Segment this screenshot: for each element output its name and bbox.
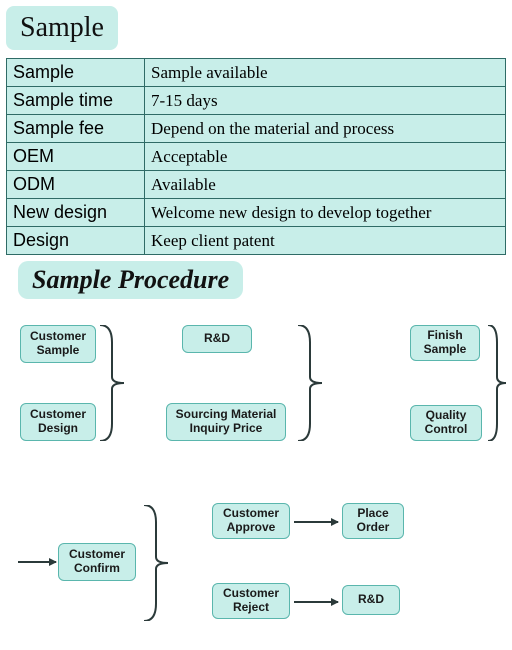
flow-node-place-order: PlaceOrder: [342, 503, 404, 539]
table-row: SampleSample available: [7, 59, 506, 87]
table-value: Sample available: [145, 59, 506, 87]
flow-brace: [298, 325, 322, 441]
table-label: Sample fee: [7, 115, 145, 143]
flow-node-approve: CustomerApprove: [212, 503, 290, 539]
flow-node-rnd2: R&D: [342, 585, 400, 615]
flow-brace: [100, 325, 124, 441]
flow-arrow: [294, 521, 338, 523]
table-label: ODM: [7, 171, 145, 199]
sample-info-table: SampleSample availableSample time7-15 da…: [6, 58, 506, 255]
table-label: OEM: [7, 143, 145, 171]
table-value: Available: [145, 171, 506, 199]
table-label: Design: [7, 227, 145, 255]
flow-node-reject: CustomerReject: [212, 583, 290, 619]
table-row: New designWelcome new design to develop …: [7, 199, 506, 227]
flow-node-confirm: CustomerConfirm: [58, 543, 136, 581]
sample-procedure-badge: Sample Procedure: [18, 261, 243, 299]
flow-node-rnd: R&D: [182, 325, 252, 353]
flow-arrow: [294, 601, 338, 603]
sample-title-badge: Sample: [6, 6, 118, 50]
table-value: Depend on the material and process: [145, 115, 506, 143]
flow-node-cust-design: CustomerDesign: [20, 403, 96, 441]
table-row: OEMAcceptable: [7, 143, 506, 171]
table-label: New design: [7, 199, 145, 227]
table-row: Sample time7-15 days: [7, 87, 506, 115]
table-row: DesignKeep client patent: [7, 227, 506, 255]
table-label: Sample time: [7, 87, 145, 115]
table-value: Keep client patent: [145, 227, 506, 255]
flow-brace: [488, 325, 506, 441]
table-value: Welcome new design to develop together: [145, 199, 506, 227]
flow-brace: [144, 505, 168, 621]
flow-node-cust-sample: CustomerSample: [20, 325, 96, 363]
table-value: Acceptable: [145, 143, 506, 171]
table-value: 7-15 days: [145, 87, 506, 115]
flow-node-finish: FinishSample: [410, 325, 480, 361]
flow-arrow: [18, 561, 56, 563]
table-row: Sample feeDepend on the material and pro…: [7, 115, 506, 143]
flow-node-qc: QualityControl: [410, 405, 482, 441]
flow-node-sourcing: Sourcing MaterialInquiry Price: [166, 403, 286, 441]
table-row: ODMAvailable: [7, 171, 506, 199]
table-label: Sample: [7, 59, 145, 87]
sample-procedure-flowchart: CustomerSample CustomerDesign R&D Sourcing …: [6, 305, 506, 635]
